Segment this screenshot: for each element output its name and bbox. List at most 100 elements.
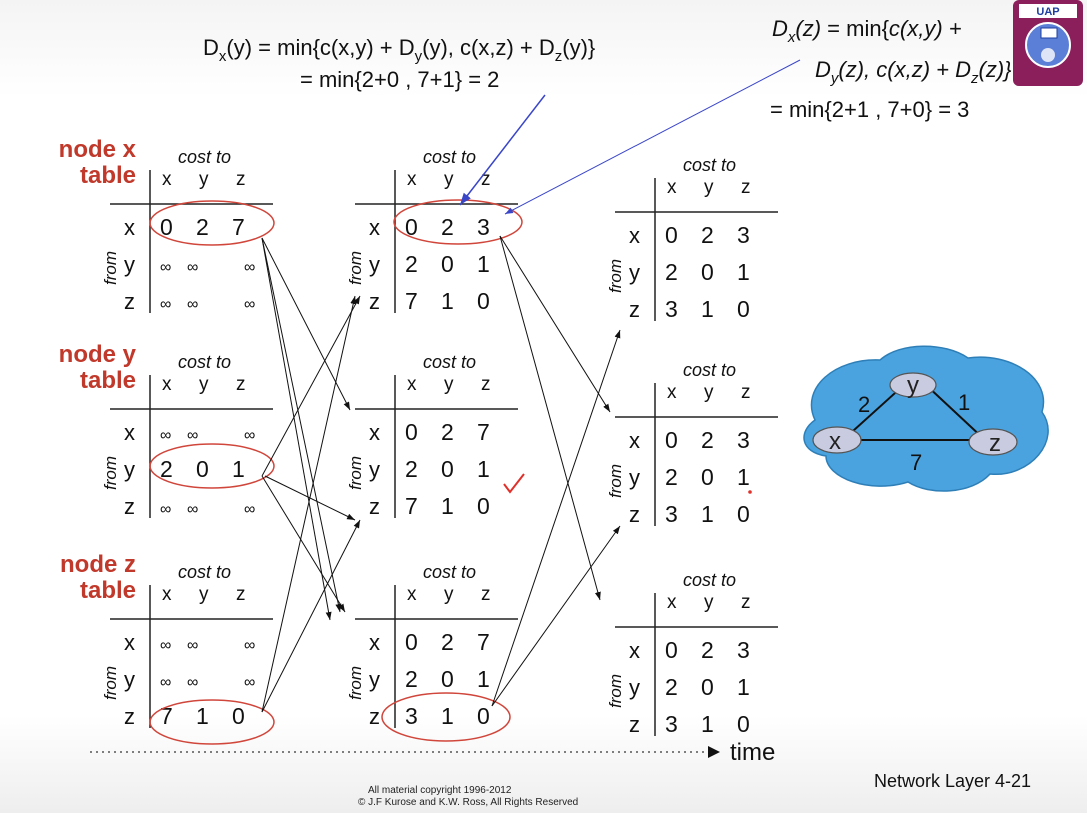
fz-l1sub: x [787, 29, 796, 46]
cost-to-label: cost to [423, 352, 476, 372]
from-label: from [101, 666, 120, 700]
cell-y-z: 1 [232, 456, 245, 482]
router-x-icon: x [812, 426, 862, 455]
svg-text:node z: node z [60, 551, 136, 578]
cell-x-y: ∞ [187, 637, 198, 654]
cell-y-y: 0 [441, 251, 454, 277]
cell-z-x: 3 [665, 296, 678, 322]
cell-z-y: 1 [701, 296, 714, 322]
cell-z-y: 1 [441, 493, 454, 519]
cell-y-y: 0 [701, 259, 714, 285]
col-header-y: y [199, 169, 209, 190]
from-label: from [606, 464, 625, 498]
row-label-y: y [629, 675, 640, 700]
cost-to-label: cost to [683, 570, 736, 590]
cell-x-x: 0 [665, 222, 678, 248]
col-header-x: x [667, 177, 677, 198]
from-label: from [606, 259, 625, 293]
cell-x-z: ∞ [244, 637, 255, 654]
col-header-x: x [667, 382, 677, 403]
cost-to-label: cost to [423, 562, 476, 582]
fz-line3: = min{2+1 , 7+0} = 3 [770, 97, 969, 122]
col-header-z: z [741, 592, 751, 613]
exchange-arrow [499, 235, 601, 601]
formula-z-arrow [504, 59, 801, 215]
cell-x-z: 7 [232, 214, 245, 240]
cell-x-z: 3 [737, 637, 750, 663]
from-label: from [346, 456, 365, 490]
cell-y-x: 2 [405, 456, 418, 482]
col-header-x: x [407, 584, 417, 605]
svg-text:Dx(z) = min{c(x,y) +: Dx(z) = min{c(x,y) + [772, 16, 962, 46]
cell-y-y: ∞ [187, 674, 198, 691]
row-label-z: z [124, 289, 135, 314]
formula-dx-y: Dx(y) = min{c(x,y) + Dy(y), c(x,z) + Dz(… [203, 35, 595, 92]
cell-y-z: ∞ [244, 674, 255, 691]
from-label: from [101, 456, 120, 490]
cell-z-y: ∞ [187, 296, 198, 313]
router-y-icon: y [889, 372, 937, 399]
edge-yz-cost: 1 [958, 390, 970, 415]
row-label-y: y [629, 465, 640, 490]
cost-to-label: cost to [683, 155, 736, 175]
cell-y-x: 2 [405, 666, 418, 692]
cell-y-y: 0 [441, 666, 454, 692]
row-label-x: x [369, 630, 380, 655]
exchange-arrow [261, 237, 351, 411]
row-label-z: z [124, 704, 135, 729]
cell-x-y: 2 [441, 629, 454, 655]
router-z-icon: z [968, 428, 1018, 457]
col-header-y: y [444, 169, 454, 190]
fz-l1d: c(x,y) + [889, 16, 962, 41]
cell-z-z: 0 [477, 703, 490, 729]
cell-x-y: 2 [441, 214, 454, 240]
highlight-ellipse [149, 200, 275, 246]
exchange-arrow [261, 295, 361, 477]
formula-dx-z: Dx(z) = min{c(x,y) + Dy(z), c(x,z) + Dz(… [770, 16, 1012, 122]
logo-text: UAP [1036, 6, 1059, 18]
col-header-x: x [407, 374, 417, 395]
cell-y-x: 2 [160, 456, 173, 482]
cell-x-x: 0 [160, 214, 173, 240]
col-header-z: z [236, 584, 246, 605]
cell-x-z: 7 [477, 419, 490, 445]
exchange-arrows [261, 59, 801, 713]
exchange-arrow [261, 519, 361, 713]
row-label-y: y [124, 667, 135, 692]
cell-z-z: 0 [477, 493, 490, 519]
row-label-z: z [369, 289, 380, 314]
cell-x-x: 0 [665, 427, 678, 453]
cell-y-x: ∞ [160, 674, 171, 691]
row-label-y: y [629, 260, 640, 285]
cell-z-z: 0 [737, 711, 750, 737]
row-label-y: y [124, 457, 135, 482]
from-label: from [346, 666, 365, 700]
cell-x-y: ∞ [187, 427, 198, 444]
col-header-x: x [162, 169, 172, 190]
col-header-x: x [407, 169, 417, 190]
network-cloud [803, 345, 1049, 492]
cell-x-z: ∞ [244, 427, 255, 444]
cell-z-x: 3 [665, 711, 678, 737]
cell-y-y: 0 [701, 464, 714, 490]
fy-arg: (y) = min{c(x,y) + D [226, 35, 414, 60]
row-label-z: z [629, 712, 640, 737]
exchange-arrow [261, 475, 346, 613]
cell-y-z: 1 [477, 251, 490, 277]
time-label: time [730, 739, 775, 766]
cell-y-z: 1 [477, 666, 490, 692]
fy-mid: (y), c(x,z) + D [422, 35, 555, 60]
from-label: from [101, 251, 120, 285]
col-header-y: y [199, 374, 209, 395]
highlight-ellipse [381, 692, 511, 742]
cell-z-z: 0 [737, 296, 750, 322]
cell-y-z: ∞ [244, 259, 255, 276]
col-header-y: y [444, 374, 454, 395]
cell-x-z: 3 [477, 214, 490, 240]
edge-xy-cost: 2 [858, 392, 870, 417]
cell-x-z: 3 [737, 427, 750, 453]
